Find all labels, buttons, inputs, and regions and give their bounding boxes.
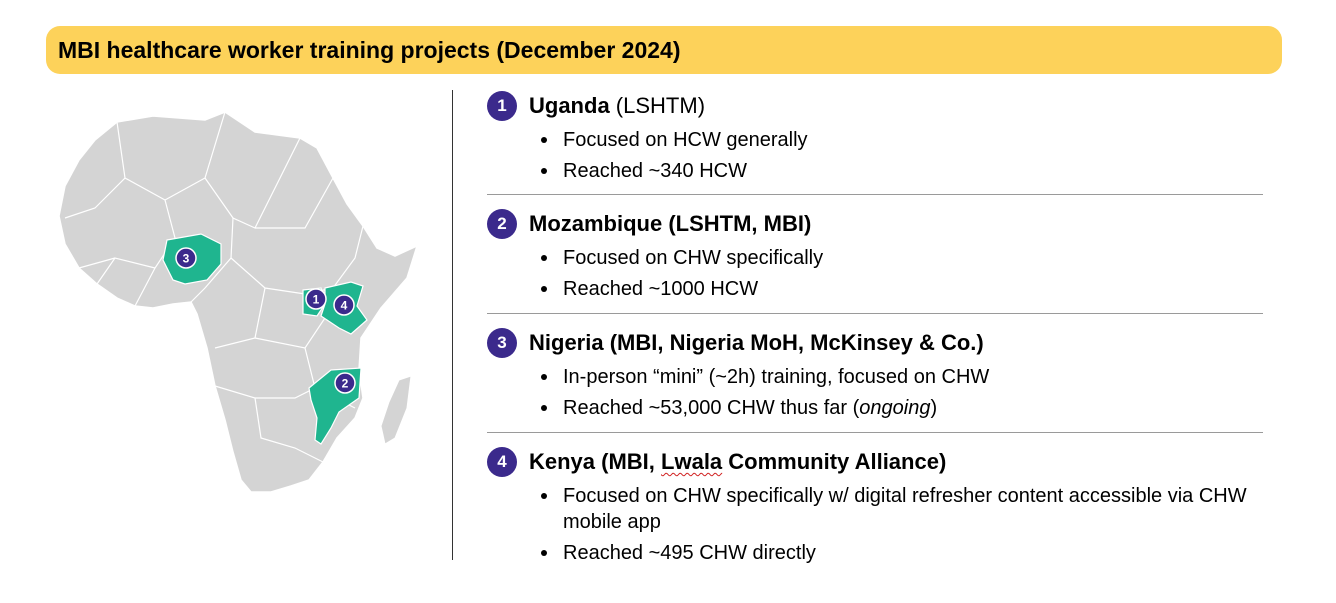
- section-divider: [487, 313, 1263, 314]
- map-marker-4: 4: [333, 294, 355, 316]
- bullet-item: Reached ~53,000 CHW thus far (ongoing): [487, 395, 1263, 421]
- country-borders: [64, 111, 364, 463]
- bullet-item: Focused on CHW specifically: [487, 245, 1263, 271]
- number-badge: 4: [487, 447, 517, 477]
- project-nigeria: 3 Nigeria (MBI, Nigeria MoH, McKinsey & …: [487, 327, 1263, 421]
- map-marker-1: 1: [305, 288, 327, 310]
- africa-landmass: [58, 111, 419, 493]
- project-title: Nigeria (MBI, Nigeria MoH, McKinsey & Co…: [529, 330, 984, 356]
- section-divider: [487, 194, 1263, 195]
- bullet-item: Reached ~495 CHW directly: [487, 540, 1263, 566]
- bullet-item: Focused on CHW specifically w/ digital r…: [487, 483, 1263, 535]
- vertical-divider: [452, 90, 453, 560]
- country-name: Uganda: [529, 93, 610, 118]
- bullet-list: In-person “mini” (~2h) training, focused…: [487, 364, 1263, 421]
- bullet-item: Focused on HCW generally: [487, 127, 1263, 153]
- spellcheck-flagged-word: Lwala: [661, 449, 723, 474]
- country-name: Nigeria (MBI, Nigeria MoH, McKinsey & Co…: [529, 330, 984, 355]
- section-divider: [487, 432, 1263, 433]
- partner-list: Community Alliance): [722, 449, 947, 474]
- map-marker-4-label: 4: [341, 299, 348, 313]
- project-mozambique: 2 Mozambique (LSHTM, MBI) Focused on CHW…: [487, 208, 1263, 302]
- project-uganda: 1 Uganda (LSHTM) Focused on HCW generall…: [487, 90, 1263, 184]
- country-name: Mozambique (LSHTM, MBI): [529, 211, 812, 236]
- map-marker-2-label: 2: [342, 377, 349, 391]
- page-title: MBI healthcare worker training projects …: [58, 36, 681, 63]
- project-heading: 1 Uganda (LSHTM): [487, 90, 1263, 122]
- title-banner: MBI healthcare worker training projects …: [46, 26, 1282, 74]
- madagascar-shape: [380, 375, 412, 445]
- map-marker-3: 3: [175, 247, 197, 269]
- country-name: Kenya (MBI,: [529, 449, 662, 474]
- number-badge: 3: [487, 328, 517, 358]
- project-title: Uganda (LSHTM): [529, 93, 705, 119]
- bullet-list: Focused on HCW generally Reached ~340 HC…: [487, 127, 1263, 184]
- project-title: Mozambique (LSHTM, MBI): [529, 211, 811, 237]
- project-heading: 4 Kenya (MBI, Lwala Community Alliance): [487, 446, 1263, 478]
- bullet-item: Reached ~340 HCW: [487, 158, 1263, 184]
- project-title: Kenya (MBI, Lwala Community Alliance): [529, 449, 946, 475]
- bullet-list: Focused on CHW specifically w/ digital r…: [487, 483, 1263, 566]
- project-heading: 3 Nigeria (MBI, Nigeria MoH, McKinsey & …: [487, 327, 1263, 359]
- africa-map: 1 2 3 4: [58, 111, 419, 493]
- number-badge: 2: [487, 209, 517, 239]
- map-marker-3-label: 3: [183, 252, 190, 266]
- project-kenya: 4 Kenya (MBI, Lwala Community Alliance) …: [487, 446, 1263, 566]
- map-marker-1-label: 1: [313, 293, 320, 307]
- bullet-text-end: ): [930, 397, 938, 419]
- bullet-emphasis: ongoing: [859, 397, 931, 419]
- bullet-list: Focused on CHW specifically Reached ~100…: [487, 245, 1263, 302]
- number-badge: 1: [487, 91, 517, 121]
- map-marker-2: 2: [334, 372, 356, 394]
- project-heading: 2 Mozambique (LSHTM, MBI): [487, 208, 1263, 240]
- bullet-item: Reached ~1000 HCW: [487, 276, 1263, 302]
- bullet-text: Reached ~53,000 CHW thus far (: [563, 397, 860, 419]
- bullet-item: In-person “mini” (~2h) training, focused…: [487, 364, 1263, 390]
- partner-list: (LSHTM): [609, 93, 706, 118]
